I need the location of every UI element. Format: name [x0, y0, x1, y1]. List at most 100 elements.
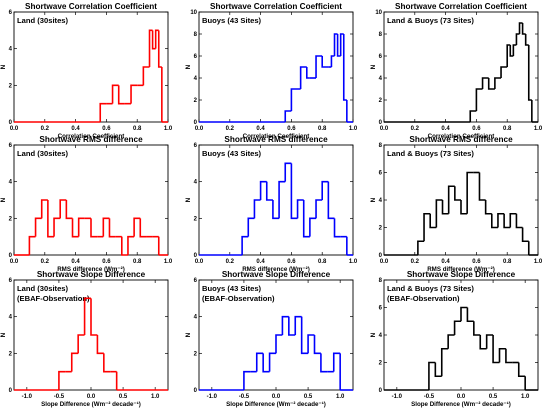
histogram-bin: [59, 199, 67, 219]
histogram-bin: [102, 217, 110, 237]
histogram-bin: [506, 44, 511, 67]
y-tick-label: 0: [194, 253, 198, 259]
x-tick-label: 0.0: [380, 126, 389, 132]
x-tick-label: -1.0: [392, 394, 403, 400]
histogram-bin: [139, 218, 147, 238]
y-axis-label: N: [370, 197, 377, 202]
x-tick-label: 1.0: [349, 126, 358, 132]
histogram-bin: [299, 66, 307, 89]
histogram-bin: [58, 370, 66, 390]
x-tick-label: 1.0: [164, 126, 173, 132]
histogram-bin: [103, 353, 111, 373]
y-tick-label: 2: [379, 226, 383, 232]
panel-annotation: Land & Buoys (73 Sites): [387, 16, 474, 25]
x-tick-label: 0.0: [195, 259, 204, 265]
histogram-bin: [99, 102, 107, 122]
histogram-bin: [485, 334, 494, 349]
x-axis-label: Correlation Coefficient: [58, 133, 125, 140]
y-axis-label: N: [0, 332, 7, 337]
histogram-bin: [518, 22, 523, 34]
histogram-bin: [294, 315, 302, 335]
histogram-bin: [302, 200, 310, 238]
x-tick-label: 0.0: [87, 394, 96, 400]
y-tick-label: 0: [9, 120, 13, 126]
histogram-bin: [453, 320, 461, 335]
histogram-bin: [466, 171, 474, 214]
y-tick-label: 10: [375, 10, 382, 16]
histogram-bin: [284, 162, 292, 182]
panel-annotation: Land & Buoys (73 Sites): [387, 149, 474, 158]
panel-annotation: Buoys (43 Sites): [202, 149, 262, 158]
histogram-bin: [475, 88, 483, 111]
x-axis-label: Slope Difference (Wm⁻² decade⁻¹): [41, 401, 141, 408]
histogram-bin: [339, 33, 344, 56]
histogram-bin: [151, 30, 156, 50]
y-tick-label: 0: [379, 120, 383, 126]
x-tick-label: 0.4: [441, 126, 450, 132]
histogram-bin: [90, 218, 98, 238]
histogram-panel: Shortwave Correlation Coefficient Land & …: [370, 2, 543, 140]
x-tick-label: -1.0: [22, 394, 33, 400]
histogram-panel: Shortwave RMS difference Buoys (43 Sites)…: [185, 135, 358, 273]
x-tick-label: 0.8: [318, 126, 327, 132]
y-tick-label: 2: [194, 216, 198, 222]
x-axis-label: RMS difference (Wm⁻²): [57, 266, 125, 273]
y-tick-label: 6: [194, 143, 198, 149]
histogram-bin: [512, 44, 517, 56]
histogram-bin: [447, 334, 455, 349]
x-tick-label: 0.8: [133, 259, 142, 265]
histogram-bin: [47, 200, 55, 238]
histogram-bin: [148, 29, 153, 67]
x-tick-label: 0.4: [256, 259, 265, 265]
panel-annotation: (EBAF-Observation): [202, 294, 275, 303]
y-axis-label: N: [0, 197, 7, 202]
histogram-bin: [481, 77, 489, 89]
histogram-bin: [333, 33, 338, 56]
histogram-bin: [300, 316, 309, 355]
plot-frame: [198, 144, 354, 256]
histogram-bin: [121, 236, 128, 256]
x-tick-label: 0.2: [411, 126, 420, 132]
x-axis-label: Slope Difference (Wm⁻² decade⁻¹): [226, 401, 326, 408]
histogram-bin: [265, 181, 273, 201]
y-tick-label: 4: [194, 180, 198, 186]
histogram-bin: [503, 213, 511, 229]
histogram-bin: [479, 335, 487, 350]
histogram-bin: [497, 212, 505, 228]
x-axis-label: Slope Difference (Wm⁻² decade⁻¹): [411, 401, 511, 408]
x-tick-label: -0.5: [54, 394, 65, 400]
x-tick-label: 1.0: [534, 259, 543, 265]
panel-annotation: Land (30sites): [17, 284, 69, 293]
panel-annotation: Buoys (43 Sites): [202, 284, 262, 293]
y-tick-label: 4: [379, 76, 383, 82]
y-tick-label: 4: [379, 198, 383, 204]
y-tick-label: 2: [194, 351, 198, 357]
histogram-bin: [521, 23, 526, 35]
x-tick-label: 0.6: [287, 126, 296, 132]
x-tick-label: 0.2: [226, 259, 235, 265]
x-tick-label: 0.8: [133, 126, 142, 132]
y-tick-label: 2: [9, 83, 13, 89]
x-tick-label: 0.0: [457, 394, 466, 400]
x-tick-label: 0.0: [10, 259, 19, 265]
x-tick-label: 1.0: [534, 126, 543, 132]
x-tick-label: 0.4: [71, 259, 80, 265]
x-tick-label: 1.0: [349, 259, 358, 265]
x-tick-label: 1.0: [336, 394, 345, 400]
x-tick-label: 0.5: [489, 394, 498, 400]
x-tick-label: 0.2: [41, 259, 50, 265]
x-axis-label: Correlation Coefficient: [428, 133, 495, 140]
histogram-bin: [441, 200, 449, 215]
histogram-panel: Shortwave Slope Difference Land (30sites)…: [0, 270, 169, 408]
histogram-bin: [521, 227, 529, 243]
y-tick-label: 4: [9, 180, 13, 186]
y-axis-label: N: [370, 64, 377, 69]
histogram-bin: [417, 240, 425, 255]
x-tick-label: -0.5: [424, 394, 435, 400]
panel-title: Shortwave RMS difference: [409, 135, 513, 144]
x-tick-label: 1.0: [521, 394, 530, 400]
histogram-bin: [466, 307, 474, 323]
histogram-bin: [53, 217, 61, 237]
y-tick-label: 2: [9, 216, 13, 222]
panel-annotation: (EBAF-Observation): [387, 294, 460, 303]
